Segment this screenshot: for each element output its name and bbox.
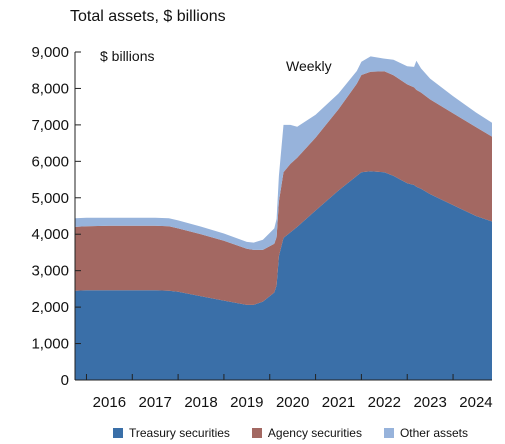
y-tick-label: 7,000 xyxy=(31,117,69,134)
frequency-annotation: Weekly xyxy=(286,58,332,74)
x-tick-label: 2017 xyxy=(139,394,172,411)
x-tick-label: 2021 xyxy=(322,394,355,411)
unit-annotation: $ billions xyxy=(100,48,154,64)
y-tick-label: 2,000 xyxy=(31,299,69,316)
axes: 0 1,000 2,000 3,000 4,000 5,000 6,000 7,000 8,00… xyxy=(31,44,492,411)
chart-title: Total assets, $ billions xyxy=(70,8,226,25)
y-tick-label: 6,000 xyxy=(31,153,69,170)
legend-label: Agency securities xyxy=(267,426,362,440)
x-tick-label: 2016 xyxy=(93,394,126,411)
legend-item: Treasury securities xyxy=(113,426,230,440)
legend-label: Treasury securities xyxy=(129,426,230,440)
area-treasury-securities xyxy=(75,171,492,380)
y-tick-label: 3,000 xyxy=(31,263,69,280)
legend: Treasury securities Agency securities Othe… xyxy=(113,426,468,440)
y-tick-label: 1,000 xyxy=(31,336,69,353)
y-tick-label: 9,000 xyxy=(31,44,69,61)
y-tick-label: 0 xyxy=(61,372,69,389)
legend-label: Other assets xyxy=(399,426,468,440)
area-other-assets xyxy=(75,56,492,250)
legend-swatch xyxy=(251,428,262,438)
x-tick-label: 2018 xyxy=(184,394,217,411)
x-tick-label: 2023 xyxy=(413,394,446,411)
legend-swatch xyxy=(113,428,123,438)
chart-canvas: 0 1,000 2,000 3,000 4,000 5,000 6,000 7,000 8,00… xyxy=(31,44,492,411)
y-tick-label: 5,000 xyxy=(31,190,69,207)
x-tick-label: 2020 xyxy=(276,394,309,411)
area-layers xyxy=(75,56,492,380)
x-tick-label: 2019 xyxy=(230,394,263,411)
annotations: $ billions Weekly xyxy=(100,48,332,74)
y-tick-label: 8,000 xyxy=(31,80,69,97)
x-tick-label: 2022 xyxy=(368,394,401,411)
area-agency-securities xyxy=(75,71,492,305)
x-tick-label: 2024 xyxy=(459,394,492,411)
legend-item: Agency securities xyxy=(251,426,362,440)
legend-swatch xyxy=(383,428,394,438)
y-tick-label: 4,000 xyxy=(31,226,69,243)
legend-item: Other assets xyxy=(383,426,468,440)
